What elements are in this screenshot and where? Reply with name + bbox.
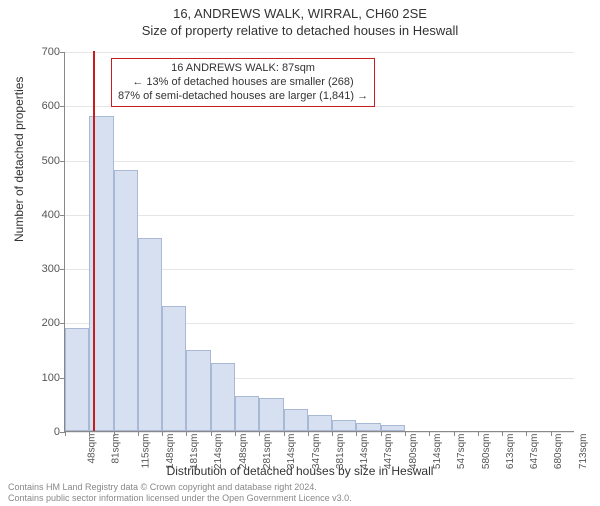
ytick-mark [60,323,65,324]
histogram-bar [235,396,259,431]
grid-line [65,215,574,216]
xtick-label: 81sqm [111,434,122,464]
ytick-mark [60,215,65,216]
property-marker-line [93,51,95,431]
xtick-mark [478,431,479,436]
histogram-bar [308,415,332,431]
xtick-mark [429,431,430,436]
ytick-label: 500 [30,155,60,167]
chart-container: 16, ANDREWS WALK, WIRRAL, CH60 2SE Size … [0,6,600,506]
xtick-mark [186,431,187,436]
xtick-mark [332,431,333,436]
ytick-label: 600 [30,100,60,112]
histogram-bar [162,306,186,431]
xtick-mark [89,431,90,436]
histogram-bar [114,170,138,431]
ytick-mark [60,106,65,107]
page-subtitle: Size of property relative to detached ho… [0,23,600,38]
page-title: 16, ANDREWS WALK, WIRRAL, CH60 2SE [0,6,600,21]
xtick-mark [405,431,406,436]
xtick-mark [138,431,139,436]
xtick-mark [356,431,357,436]
histogram-bar [138,238,162,431]
ytick-label: 200 [30,317,60,329]
xtick-mark [454,431,455,436]
xtick-mark [211,431,212,436]
annotation-line: ← 13% of detached houses are smaller (26… [118,76,368,90]
footer-line: Contains public sector information licen… [8,493,352,504]
xtick-mark [308,431,309,436]
xtick-mark [114,431,115,436]
histogram-bar [284,409,308,431]
ytick-mark [60,52,65,53]
ytick-label: 100 [30,372,60,384]
ytick-mark [60,269,65,270]
ytick-label: 400 [30,209,60,221]
xtick-mark [526,431,527,436]
xtick-label: 48sqm [87,434,98,464]
xtick-mark [381,431,382,436]
x-axis-label: Distribution of detached houses by size … [0,464,600,478]
grid-line [65,52,574,53]
ytick-mark [60,161,65,162]
histogram-bar [186,350,210,431]
annotation-line: 87% of semi-detached houses are larger (… [118,90,368,104]
xtick-mark [162,431,163,436]
xtick-mark [502,431,503,436]
footer-line: Contains HM Land Registry data © Crown c… [8,482,352,493]
xtick-mark [284,431,285,436]
footer-credits: Contains HM Land Registry data © Crown c… [8,482,352,504]
y-axis-label: Number of detached properties [12,77,26,242]
xtick-mark [65,431,66,436]
histogram-bar [259,398,283,431]
annotation-box: 16 ANDREWS WALK: 87sqm ← 13% of detached… [111,58,375,107]
ytick-label: 300 [30,263,60,275]
histogram-bar [211,363,235,431]
grid-line [65,161,574,162]
xtick-mark [551,431,552,436]
xtick-mark [235,431,236,436]
xtick-mark [259,431,260,436]
ytick-label: 700 [30,46,60,58]
plot-region: 16 ANDREWS WALK: 87sqm ← 13% of detached… [64,52,574,432]
histogram-bar [65,328,89,431]
histogram-bar [356,423,380,431]
histogram-bar [381,425,405,432]
chart-area: 16 ANDREWS WALK: 87sqm ← 13% of detached… [64,52,574,432]
annotation-line: 16 ANDREWS WALK: 87sqm [118,62,368,76]
ytick-label: 0 [30,426,60,438]
histogram-bar [332,420,356,431]
